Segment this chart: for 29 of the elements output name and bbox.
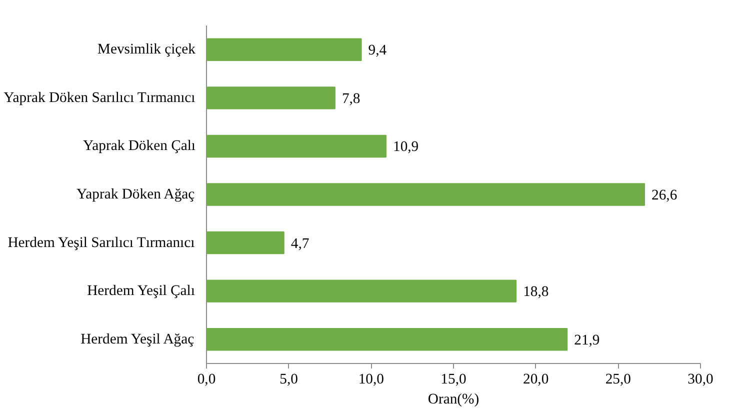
x-tick-label: 5,0 — [280, 372, 298, 388]
data-label: 4,7 — [290, 236, 310, 252]
bar — [206, 231, 284, 254]
data-label: 9,4 — [368, 42, 388, 59]
bar — [206, 86, 336, 110]
bar — [206, 38, 362, 62]
y-tick-label: Yaprak Döken Sarılıcı Tırmanıcı — [4, 90, 196, 106]
x-tick-label: 10,0 — [358, 372, 384, 388]
y-tick-label: Herdem Yeşil Ağaç — [80, 331, 195, 348]
bar — [206, 134, 386, 158]
data-label: 21,9 — [574, 332, 600, 348]
x-tick-label: 30,0 — [688, 372, 714, 388]
bar — [206, 183, 646, 206]
y-tick-label: Herdem Yeşil Sarılıcı Tırmanıcı — [8, 234, 195, 251]
data-label: 10,9 — [392, 139, 419, 156]
bar — [206, 280, 517, 302]
data-label: 18,8 — [523, 284, 549, 300]
y-tick-label: Mevsimlik çiçek — [97, 42, 196, 58]
y-tick-label: Yaprak Döken Ağaç — [76, 186, 196, 202]
bar — [206, 328, 568, 351]
x-tick-label: 15,0 — [440, 372, 466, 388]
data-label: 7,8 — [342, 90, 360, 107]
y-tick-label: Herdem Yeşil Çalı — [87, 283, 195, 300]
x-axis-title: Oran(%) — [428, 392, 480, 408]
x-tick-label: 0,0 — [197, 372, 216, 388]
x-tick-label: 25,0 — [605, 372, 631, 388]
x-tick-label: 20,0 — [523, 372, 549, 388]
y-tick-label: Yaprak Döken Çalı — [83, 138, 196, 154]
data-label: 26,6 — [652, 188, 678, 204]
